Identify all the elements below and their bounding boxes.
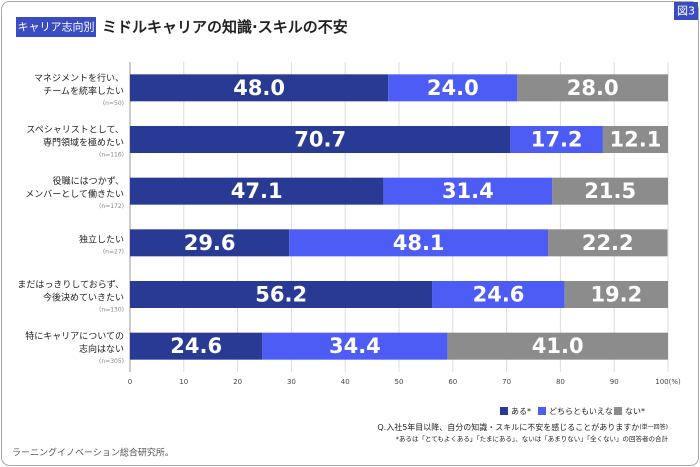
tag: キャリア志向別 [18, 20, 95, 34]
x-tick-label: 0 [128, 378, 132, 386]
category-label: 役職にはつかず、 [53, 175, 124, 187]
value-label: 48.1 [393, 231, 445, 255]
category-label: チームを統率したい [43, 85, 124, 97]
figure-label: 図3 [677, 5, 695, 18]
value-label: 28.0 [567, 76, 619, 100]
value-label: 17.2 [531, 128, 583, 152]
value-label: 24.6 [170, 334, 222, 358]
x-tick-label: 20 [233, 378, 242, 386]
x-tick-label: 30 [287, 378, 296, 386]
bar-segment [517, 74, 668, 102]
bar-segment [388, 74, 518, 102]
legend-label: どちらともいえない [549, 407, 621, 416]
value-label: 29.6 [184, 231, 236, 255]
value-label: 19.2 [590, 283, 642, 307]
value-label: 12.1 [610, 128, 662, 152]
category-label: 志向はない [79, 343, 124, 355]
tag-box [16, 17, 96, 37]
x-tick-label: 70 [502, 378, 511, 386]
footnote: *あるは「とてもよくある」「たまにある」、ないは「あまりない」「全くない」の回答… [396, 434, 669, 443]
legend-swatch [538, 407, 546, 415]
question: Q.入社5年目以降、自分の知識・スキルに不安を感じることがありますか(単一回答) [377, 422, 668, 432]
category-label: メンバーとして働きたい [25, 188, 124, 200]
category-label: マネジメントを行い、 [34, 72, 124, 84]
value-label: 22.2 [582, 231, 634, 255]
value-label: 41.0 [532, 334, 584, 358]
question-suffix: (単一回答) [639, 423, 668, 431]
bar-segment [510, 126, 603, 153]
value-label: 24.0 [427, 76, 479, 100]
x-tick-label: 80 [556, 378, 565, 386]
value-label: 34.4 [329, 334, 381, 358]
category-note: (n=50) [103, 100, 124, 107]
legend-swatch [500, 407, 508, 415]
x-tick-label: 90 [610, 378, 619, 386]
value-label: 47.1 [231, 179, 283, 203]
category-label: 専門領域を極めたい [43, 137, 124, 149]
bar-segment [602, 126, 668, 153]
value-label: 24.6 [473, 283, 525, 307]
category-note: (n=305) [99, 358, 124, 365]
bar-segment [552, 177, 668, 205]
source: ラーニングイノベーション総合研究所。 [12, 447, 174, 459]
category-label: 独立したい [79, 233, 124, 245]
bar-segment [289, 229, 549, 257]
bar-segment [130, 74, 389, 102]
category-label: まだはっきりしておらず、 [17, 280, 124, 291]
category-label: 特にキャリアについての [25, 330, 124, 342]
value-label: 48.0 [233, 76, 285, 100]
bar-segment [564, 281, 668, 308]
category-note: (n=172) [99, 203, 124, 210]
legend-label: ない* [625, 407, 645, 416]
bar-segment [130, 281, 433, 308]
bar-segment [130, 177, 384, 205]
figure-box [674, 2, 698, 20]
bar-segment [262, 332, 448, 360]
bar-segment [130, 229, 290, 257]
legend-label: ある* [511, 407, 531, 416]
chart-title: ミドルキャリアの知識·スキルの不安 [102, 18, 348, 36]
legend-swatch [614, 407, 622, 415]
value-label: 31.4 [442, 179, 494, 203]
category-note: (n=116) [99, 152, 124, 159]
x-tick-label: 100(%) [655, 378, 681, 386]
x-tick-label: 40 [341, 378, 350, 386]
bar-segment [130, 126, 511, 153]
bar-segment [383, 177, 553, 205]
question-text: Q.入社5年目以降、自分の知識・スキルに不安を感じることがありますか [377, 422, 639, 432]
category-note: (n=130) [99, 307, 124, 314]
bar-segment [447, 332, 668, 360]
x-tick-label: 50 [395, 378, 404, 386]
value-label: 70.7 [294, 128, 346, 152]
bar-segment [130, 332, 263, 360]
bar-segment [432, 281, 565, 308]
category-label: 今後決めていきたい [43, 292, 124, 304]
bar-segment [548, 229, 668, 257]
value-label: 56.2 [255, 283, 307, 307]
x-tick-label: 60 [448, 378, 457, 386]
x-tick-label: 10 [179, 378, 188, 386]
category-note: (n=27) [103, 248, 124, 255]
value-label: 21.5 [584, 179, 636, 203]
category-label: スペシャリストとして、 [26, 125, 124, 136]
